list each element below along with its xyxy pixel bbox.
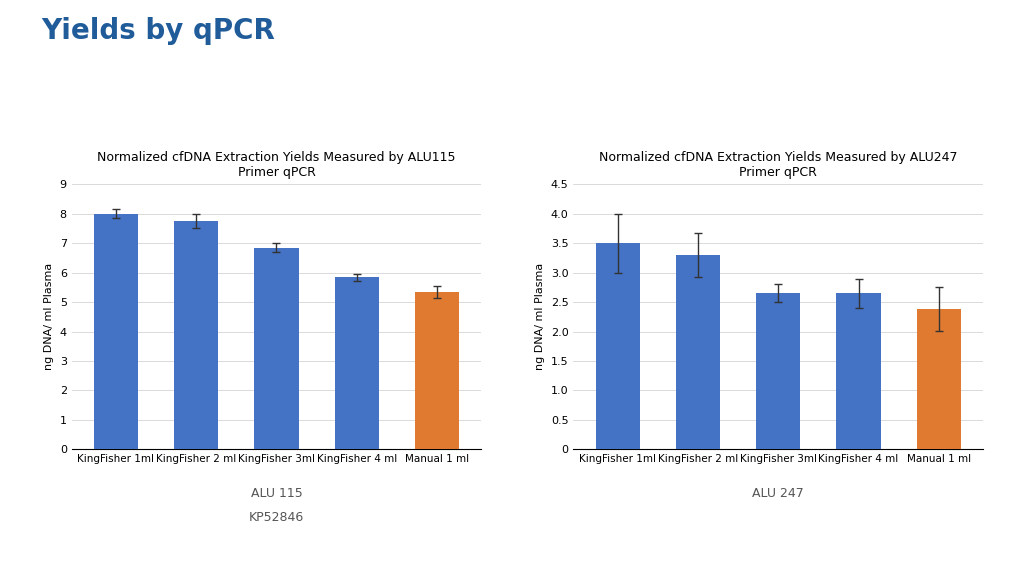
Y-axis label: ng DNA/ ml Plasma: ng DNA/ ml Plasma xyxy=(536,263,545,370)
Bar xyxy=(174,221,218,449)
Bar xyxy=(335,277,379,449)
Bar xyxy=(756,293,801,449)
Title: Normalized cfDNA Extraction Yields Measured by ALU247
Primer qPCR: Normalized cfDNA Extraction Yields Measu… xyxy=(599,151,957,179)
Bar xyxy=(415,292,459,449)
Y-axis label: ng DNA/ ml Plasma: ng DNA/ ml Plasma xyxy=(44,263,54,370)
Bar xyxy=(676,255,720,449)
Text: ALU 247: ALU 247 xyxy=(753,487,804,500)
Text: Covaris®: Covaris® xyxy=(12,543,114,562)
Title: Normalized cfDNA Extraction Yields Measured by ALU115
Primer qPCR: Normalized cfDNA Extraction Yields Measu… xyxy=(97,151,456,179)
Text: Yields by qPCR: Yields by qPCR xyxy=(41,17,274,46)
Bar xyxy=(94,214,138,449)
Bar xyxy=(254,248,299,449)
Text: KP52846: KP52846 xyxy=(249,511,304,524)
Bar xyxy=(596,243,640,449)
Bar xyxy=(837,293,881,449)
Text: ALU 115: ALU 115 xyxy=(251,487,302,500)
Bar xyxy=(916,309,961,449)
Text: Proprietary    14: Proprietary 14 xyxy=(922,548,1012,558)
